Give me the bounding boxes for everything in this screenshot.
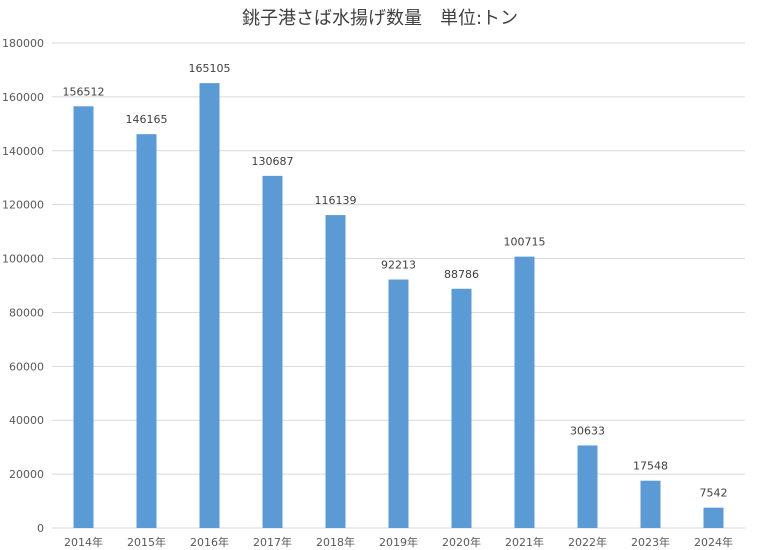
data-label: 146165 <box>126 113 168 126</box>
data-label: 130687 <box>252 155 294 168</box>
data-label: 7542 <box>700 487 728 500</box>
bar <box>703 507 724 528</box>
bar <box>577 445 598 528</box>
y-tick-label: 100000 <box>2 253 44 266</box>
x-tick-label: 2018年 <box>316 535 355 549</box>
y-tick-label: 0 <box>37 522 44 535</box>
y-tick-label: 60000 <box>9 360 44 373</box>
x-tick-label: 2014年 <box>64 535 103 549</box>
y-tick-label: 160000 <box>2 91 44 104</box>
data-label: 165105 <box>189 62 231 75</box>
y-tick-label: 80000 <box>9 306 44 319</box>
y-tick-label: 180000 <box>2 37 44 50</box>
data-label: 116139 <box>315 194 357 207</box>
x-tick-label: 2023年 <box>631 535 670 549</box>
bar <box>199 83 220 528</box>
data-label: 92213 <box>381 259 416 272</box>
data-label: 100715 <box>504 236 546 249</box>
bar <box>451 288 472 528</box>
data-label: 17548 <box>633 460 668 473</box>
y-tick-label: 40000 <box>9 414 44 427</box>
chart-title: 銚子港さば水揚げ数量 単位:トン <box>241 8 519 29</box>
x-tick-label: 2019年 <box>379 535 418 549</box>
x-tick-label: 2020年 <box>442 535 481 549</box>
data-label: 30633 <box>570 424 605 437</box>
bar <box>73 106 94 528</box>
bar <box>388 279 409 528</box>
x-tick-label: 2022年 <box>568 535 607 549</box>
x-tick-label: 2017年 <box>253 535 292 549</box>
bar <box>640 480 661 528</box>
bar <box>262 175 283 528</box>
bar <box>136 134 157 528</box>
x-tick-label: 2016年 <box>190 535 229 549</box>
x-tick-label: 2015年 <box>127 535 166 549</box>
data-label: 156512 <box>63 85 105 98</box>
bar <box>514 256 535 528</box>
y-tick-label: 120000 <box>2 199 44 212</box>
y-tick-label: 20000 <box>9 468 44 481</box>
x-tick-label: 2024年 <box>694 535 733 549</box>
bar <box>325 215 346 528</box>
y-tick-label: 140000 <box>2 145 44 158</box>
x-tick-label: 2021年 <box>505 535 544 549</box>
data-label: 88786 <box>444 268 479 281</box>
